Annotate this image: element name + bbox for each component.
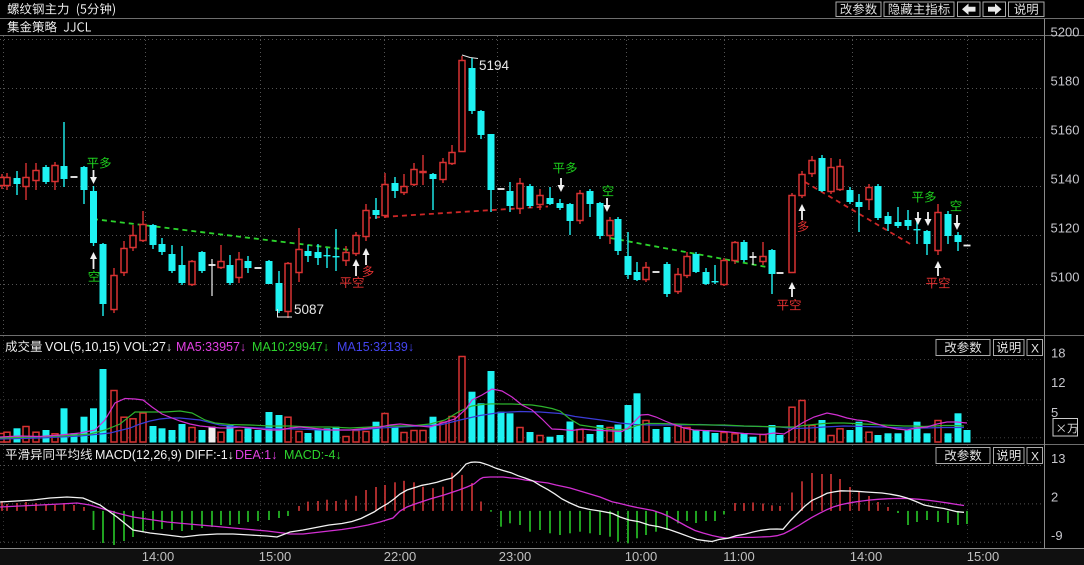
svg-text:MA10:29947↓: MA10:29947↓ bbox=[252, 340, 329, 354]
svg-text:5160: 5160 bbox=[1051, 123, 1080, 138]
svg-text:MA5:33957↓: MA5:33957↓ bbox=[176, 340, 246, 354]
svg-text:5200: 5200 bbox=[1051, 25, 1080, 40]
svg-text:5194: 5194 bbox=[479, 58, 510, 73]
svg-text:5100: 5100 bbox=[1051, 270, 1080, 285]
svg-text:13: 13 bbox=[1051, 451, 1065, 466]
svg-text:X: X bbox=[1031, 342, 1039, 356]
svg-text:X: X bbox=[1031, 450, 1039, 464]
svg-text:18: 18 bbox=[1051, 346, 1065, 361]
svg-text:5140: 5140 bbox=[1051, 172, 1080, 187]
svg-text:10:00: 10:00 bbox=[625, 549, 658, 564]
svg-text:5180: 5180 bbox=[1051, 74, 1080, 89]
svg-text:22:00: 22:00 bbox=[384, 549, 417, 564]
svg-text:15:00: 15:00 bbox=[967, 549, 1000, 564]
svg-text:12: 12 bbox=[1051, 375, 1065, 390]
svg-text:2: 2 bbox=[1051, 489, 1058, 504]
svg-text:MACD(12,26,9) DIFF:-1↓: MACD(12,26,9) DIFF:-1↓ bbox=[95, 448, 234, 462]
svg-text:5: 5 bbox=[1051, 405, 1058, 420]
svg-text:5087: 5087 bbox=[294, 302, 324, 317]
svg-text:5120: 5120 bbox=[1051, 221, 1080, 236]
svg-text:15:00: 15:00 bbox=[259, 549, 292, 564]
svg-text:MA15:32139↓: MA15:32139↓ bbox=[337, 340, 414, 354]
svg-text:14:00: 14:00 bbox=[850, 549, 883, 564]
svg-text:-9: -9 bbox=[1051, 528, 1063, 543]
svg-text:11:00: 11:00 bbox=[723, 549, 755, 564]
svg-text:VOL(5,10,15) VOL:27↓: VOL(5,10,15) VOL:27↓ bbox=[45, 340, 172, 354]
svg-text:14:00: 14:00 bbox=[142, 549, 175, 564]
svg-text:23:00: 23:00 bbox=[499, 549, 532, 564]
svg-text:MACD:-4↓: MACD:-4↓ bbox=[284, 448, 342, 462]
svg-text:DEA:1↓: DEA:1↓ bbox=[235, 448, 277, 462]
